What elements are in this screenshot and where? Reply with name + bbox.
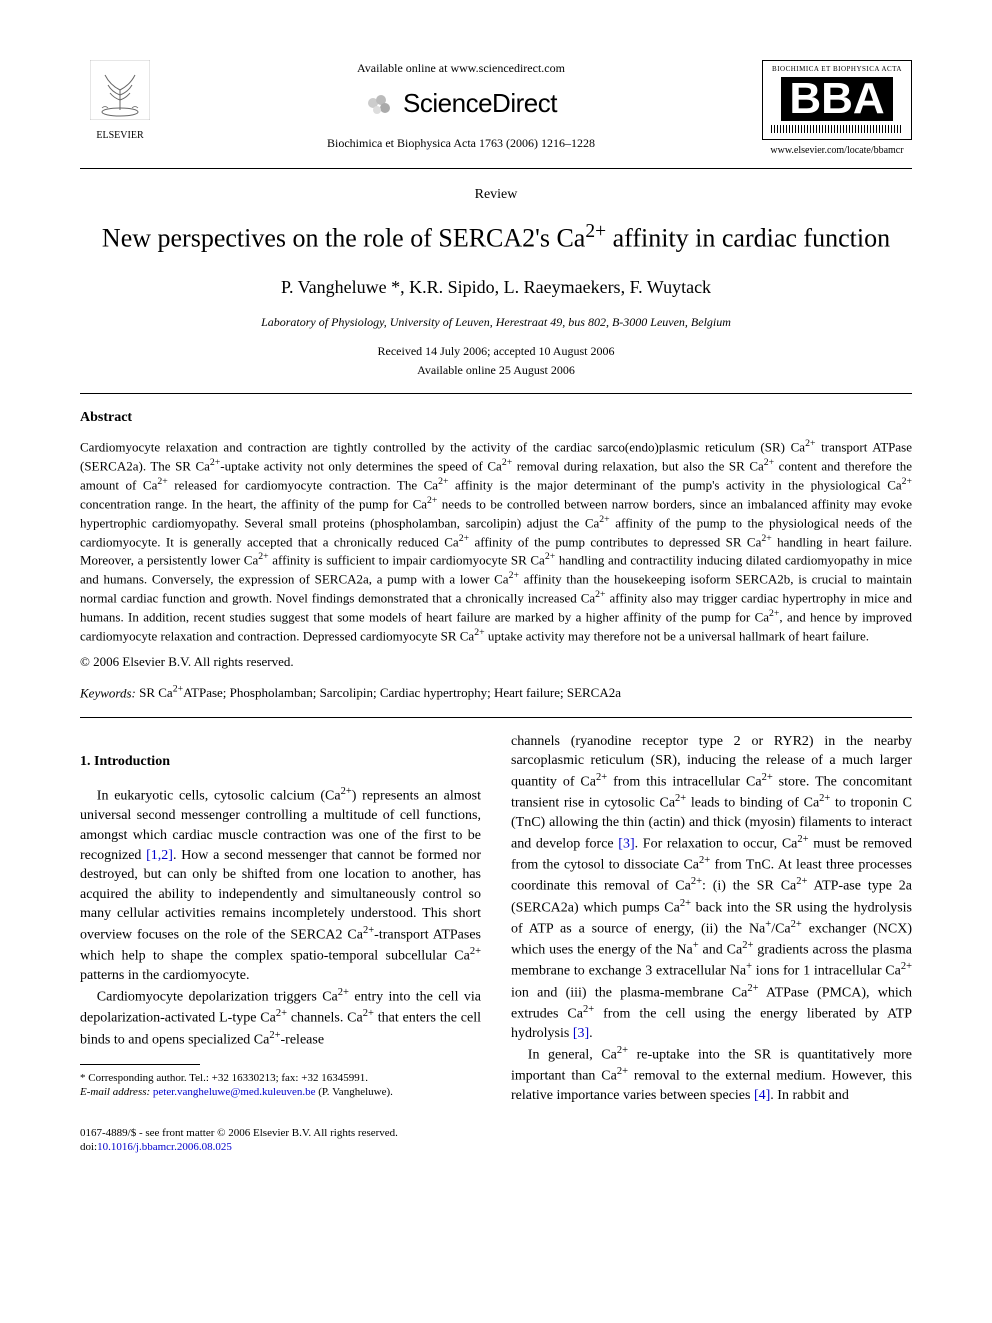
authors: P. Vangheluwe *, K.R. Sipido, L. Raeymae… bbox=[80, 275, 912, 300]
abstract-body: Cardiomyocyte relaxation and contraction… bbox=[80, 437, 912, 645]
doi-link[interactable]: 10.1016/j.bbamcr.2006.08.025 bbox=[97, 1141, 232, 1153]
corresponding-author-footnote: * Corresponding author. Tel.: +32 163302… bbox=[80, 1071, 481, 1100]
bba-acronym: BBA bbox=[781, 77, 892, 121]
affiliation: Laboratory of Physiology, University of … bbox=[80, 314, 912, 331]
footnote-separator bbox=[80, 1064, 200, 1065]
doi-label: doi: bbox=[80, 1141, 97, 1153]
bba-decoration bbox=[771, 125, 903, 133]
journal-citation: Biochimica et Biophysica Acta 1763 (2006… bbox=[180, 135, 742, 152]
header-rule bbox=[80, 168, 912, 169]
abstract-heading: Abstract bbox=[80, 408, 912, 428]
page-footer: 0167-4889/$ - see front matter © 2006 El… bbox=[80, 1126, 912, 1155]
footnote-email-line: E-mail address: peter.vangheluwe@med.kul… bbox=[80, 1085, 481, 1099]
available-online-text: Available online at www.sciencedirect.co… bbox=[180, 60, 742, 77]
journal-header: ELSEVIER Available online at www.science… bbox=[80, 60, 912, 158]
elsevier-logo: ELSEVIER bbox=[80, 60, 160, 143]
author-email[interactable]: peter.vangheluwe@med.kuleuven.be bbox=[153, 1086, 316, 1098]
abstract-bottom-rule bbox=[80, 717, 912, 718]
email-label: E-mail address: bbox=[80, 1086, 150, 1098]
elsevier-tree-icon bbox=[90, 60, 150, 120]
bba-logo: BIOCHIMICA ET BIOPHYSICA ACTA BBA bbox=[762, 60, 912, 140]
article-title: New perspectives on the role of SERCA2's… bbox=[80, 219, 912, 255]
section-heading-intro: 1. Introduction bbox=[80, 752, 481, 772]
keywords: Keywords: SR Ca2+ATPase; Phospholamban; … bbox=[80, 683, 912, 703]
doi-line: doi:10.1016/j.bbamcr.2006.08.025 bbox=[80, 1140, 912, 1154]
intro-para-3: channels (ryanodine receptor type 2 or R… bbox=[511, 732, 912, 1044]
bba-journal-box: BIOCHIMICA ET BIOPHYSICA ACTA BBA www.el… bbox=[762, 60, 912, 158]
email-suffix: (P. Vangheluwe). bbox=[315, 1086, 392, 1098]
intro-para-2: Cardiomyocyte depolarization triggers Ca… bbox=[80, 986, 481, 1050]
received-dates: Received 14 July 2006; accepted 10 Augus… bbox=[80, 343, 912, 360]
elsevier-text: ELSEVIER bbox=[80, 129, 160, 143]
intro-para-4: In general, Ca2+ re-uptake into the SR i… bbox=[511, 1044, 912, 1106]
sciencedirect-text: ScienceDirect bbox=[403, 85, 557, 121]
sciencedirect-logo: ScienceDirect bbox=[180, 85, 742, 121]
keywords-label: Keywords: bbox=[80, 685, 136, 700]
keywords-list: SR Ca2+ATPase; Phospholamban; Sarcolipin… bbox=[136, 685, 621, 700]
bba-url: www.elsevier.com/locate/bbamcr bbox=[762, 144, 912, 158]
article-type: Review bbox=[80, 185, 912, 205]
footnote-corr: * Corresponding author. Tel.: +32 163302… bbox=[80, 1071, 481, 1085]
front-matter-line: 0167-4889/$ - see front matter © 2006 El… bbox=[80, 1126, 912, 1140]
sciencedirect-icon bbox=[365, 88, 395, 118]
intro-para-1: In eukaryotic cells, cytosolic calcium (… bbox=[80, 785, 481, 986]
center-header: Available online at www.sciencedirect.co… bbox=[160, 60, 762, 158]
body-columns: 1. Introduction In eukaryotic cells, cyt… bbox=[80, 732, 912, 1106]
abstract-top-rule bbox=[80, 393, 912, 394]
copyright-line: © 2006 Elsevier B.V. All rights reserved… bbox=[80, 653, 912, 671]
available-date: Available online 25 August 2006 bbox=[80, 362, 912, 379]
